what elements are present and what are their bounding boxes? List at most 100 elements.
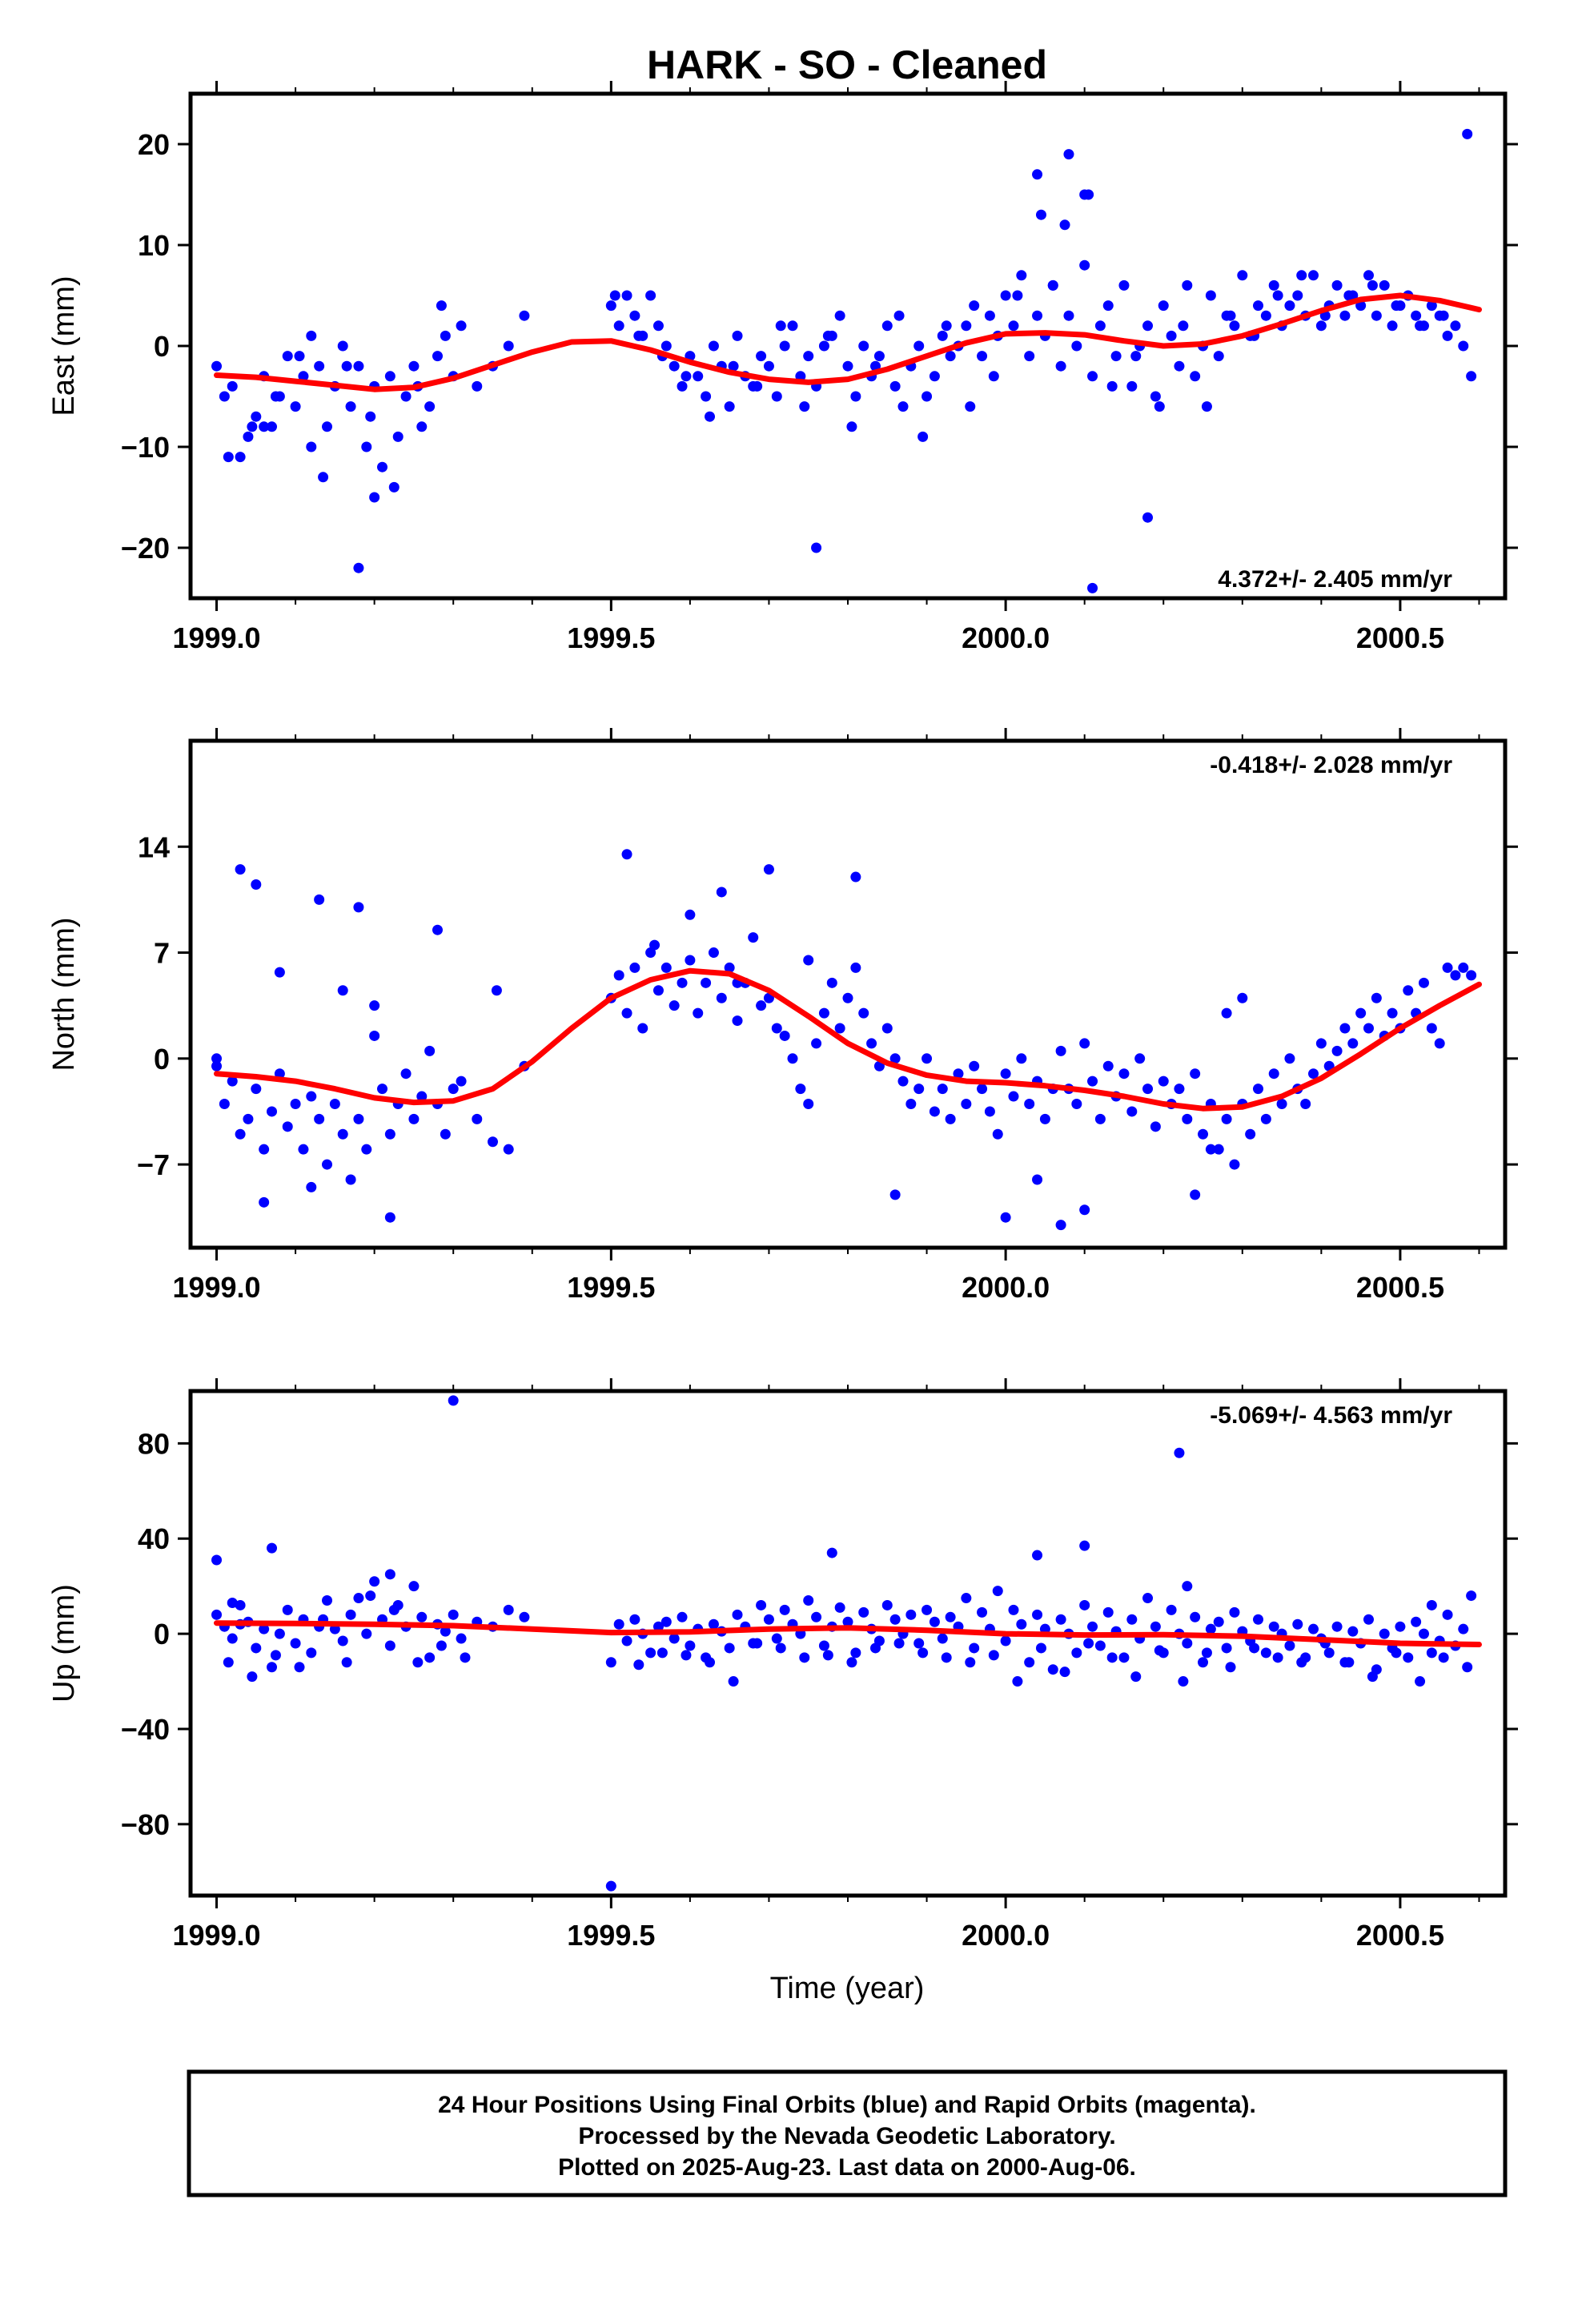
data-point bbox=[811, 1611, 822, 1622]
data-point bbox=[969, 300, 980, 312]
data-point bbox=[1158, 1076, 1169, 1087]
data-point bbox=[1347, 1626, 1359, 1637]
y-tick-label: 14 bbox=[138, 830, 170, 863]
data-point bbox=[251, 1642, 262, 1654]
data-point bbox=[850, 1647, 861, 1659]
data-point bbox=[969, 1642, 980, 1654]
data-point bbox=[629, 310, 640, 321]
data-point bbox=[889, 380, 901, 392]
plot-frame bbox=[188, 91, 1508, 601]
data-point bbox=[388, 481, 400, 493]
data-point bbox=[1150, 391, 1161, 402]
data-point bbox=[440, 330, 451, 341]
data-point bbox=[235, 452, 246, 463]
data-point bbox=[1000, 290, 1011, 301]
data-point bbox=[491, 985, 502, 996]
y-tick-label: −40 bbox=[121, 1713, 170, 1746]
footer-box bbox=[187, 2069, 1508, 2197]
data-point bbox=[937, 1633, 948, 1644]
data-point bbox=[763, 1614, 774, 1625]
data-point bbox=[259, 1144, 270, 1155]
data-point bbox=[424, 401, 436, 412]
data-point bbox=[905, 1098, 917, 1109]
data-point bbox=[1142, 320, 1154, 332]
x-tick-label: 1999.0 bbox=[172, 1919, 260, 1952]
data-point bbox=[1443, 0, 1453, 6]
data-point bbox=[1221, 1113, 1232, 1124]
data-point bbox=[1063, 310, 1074, 321]
data-point bbox=[842, 992, 853, 1003]
data-point bbox=[822, 330, 833, 341]
data-point bbox=[251, 1084, 262, 1095]
data-point bbox=[1426, 1647, 1437, 1659]
data-point bbox=[1000, 1212, 1011, 1223]
data-point bbox=[361, 1144, 372, 1155]
data-point bbox=[376, 1084, 387, 1095]
data-point bbox=[329, 1098, 340, 1109]
data-point bbox=[945, 1113, 956, 1124]
data-point bbox=[1182, 279, 1193, 291]
data-point bbox=[613, 1618, 624, 1630]
data-point bbox=[893, 310, 905, 321]
data-point bbox=[724, 962, 735, 973]
data-point bbox=[290, 401, 301, 412]
data-point bbox=[941, 320, 952, 332]
data-point bbox=[645, 290, 656, 301]
data-point bbox=[1363, 270, 1374, 281]
data-point bbox=[945, 1611, 956, 1622]
data-point bbox=[456, 1633, 467, 1644]
data-point bbox=[341, 360, 352, 372]
y-tick-label: 10 bbox=[138, 229, 170, 262]
data-point bbox=[685, 1640, 696, 1651]
data-point bbox=[1284, 1053, 1295, 1064]
footer-line-2: Processed by the Nevada Geodetic Laborat… bbox=[578, 2123, 1115, 2149]
data-point bbox=[1403, 1652, 1414, 1663]
data-point bbox=[1079, 259, 1090, 271]
data-point bbox=[1008, 1091, 1019, 1102]
up-panel: 1999.0 1999.5 2000.0 2000.5 80 40 0 −40 −80 Up (m… bbox=[47, 1378, 1518, 1952]
data-point bbox=[503, 340, 514, 352]
data-point bbox=[1016, 1053, 1027, 1064]
data-point bbox=[1126, 1106, 1138, 1117]
data-point bbox=[633, 330, 644, 341]
data-point bbox=[961, 1098, 972, 1109]
data-point bbox=[456, 1076, 467, 1087]
east-panel: 1999.0 1999.5 2000.0 2000.5 20 10 0 −10 −20 East … bbox=[47, 81, 1518, 654]
data-point bbox=[913, 1638, 925, 1649]
data-point bbox=[412, 1657, 424, 1668]
data-point bbox=[605, 1880, 616, 1892]
data-point bbox=[1008, 320, 1019, 332]
y-tick-label: 80 bbox=[138, 1427, 170, 1460]
data-point bbox=[677, 380, 688, 392]
data-point bbox=[1363, 1023, 1374, 1034]
data-point bbox=[748, 932, 759, 943]
data-point bbox=[992, 1586, 1003, 1597]
data-point bbox=[1284, 1640, 1295, 1651]
data-point bbox=[1300, 0, 1311, 6]
data-point bbox=[1347, 1038, 1359, 1049]
data-point bbox=[1268, 1068, 1279, 1080]
data-point bbox=[1438, 1652, 1449, 1663]
data-point bbox=[1339, 310, 1351, 321]
data-point bbox=[503, 1604, 514, 1615]
data-point bbox=[1016, 270, 1027, 281]
data-point bbox=[306, 441, 317, 452]
data-point bbox=[223, 452, 234, 463]
data-point bbox=[621, 290, 632, 301]
x-tick-label: 1999.0 bbox=[172, 1271, 260, 1304]
y-tick-label: 0 bbox=[154, 1618, 170, 1651]
data-point bbox=[361, 1628, 372, 1639]
data-point bbox=[1225, 1662, 1236, 1673]
data-point bbox=[921, 1604, 933, 1615]
data-point bbox=[850, 391, 861, 402]
data-point bbox=[716, 887, 727, 898]
data-point bbox=[1245, 1128, 1256, 1140]
data-point bbox=[1039, 1113, 1050, 1124]
data-point bbox=[1363, 1614, 1374, 1625]
data-point bbox=[1331, 279, 1343, 291]
data-point bbox=[834, 310, 845, 321]
data-point bbox=[677, 977, 688, 988]
data-point bbox=[799, 401, 810, 412]
data-point bbox=[1343, 290, 1355, 301]
data-point bbox=[649, 939, 661, 951]
